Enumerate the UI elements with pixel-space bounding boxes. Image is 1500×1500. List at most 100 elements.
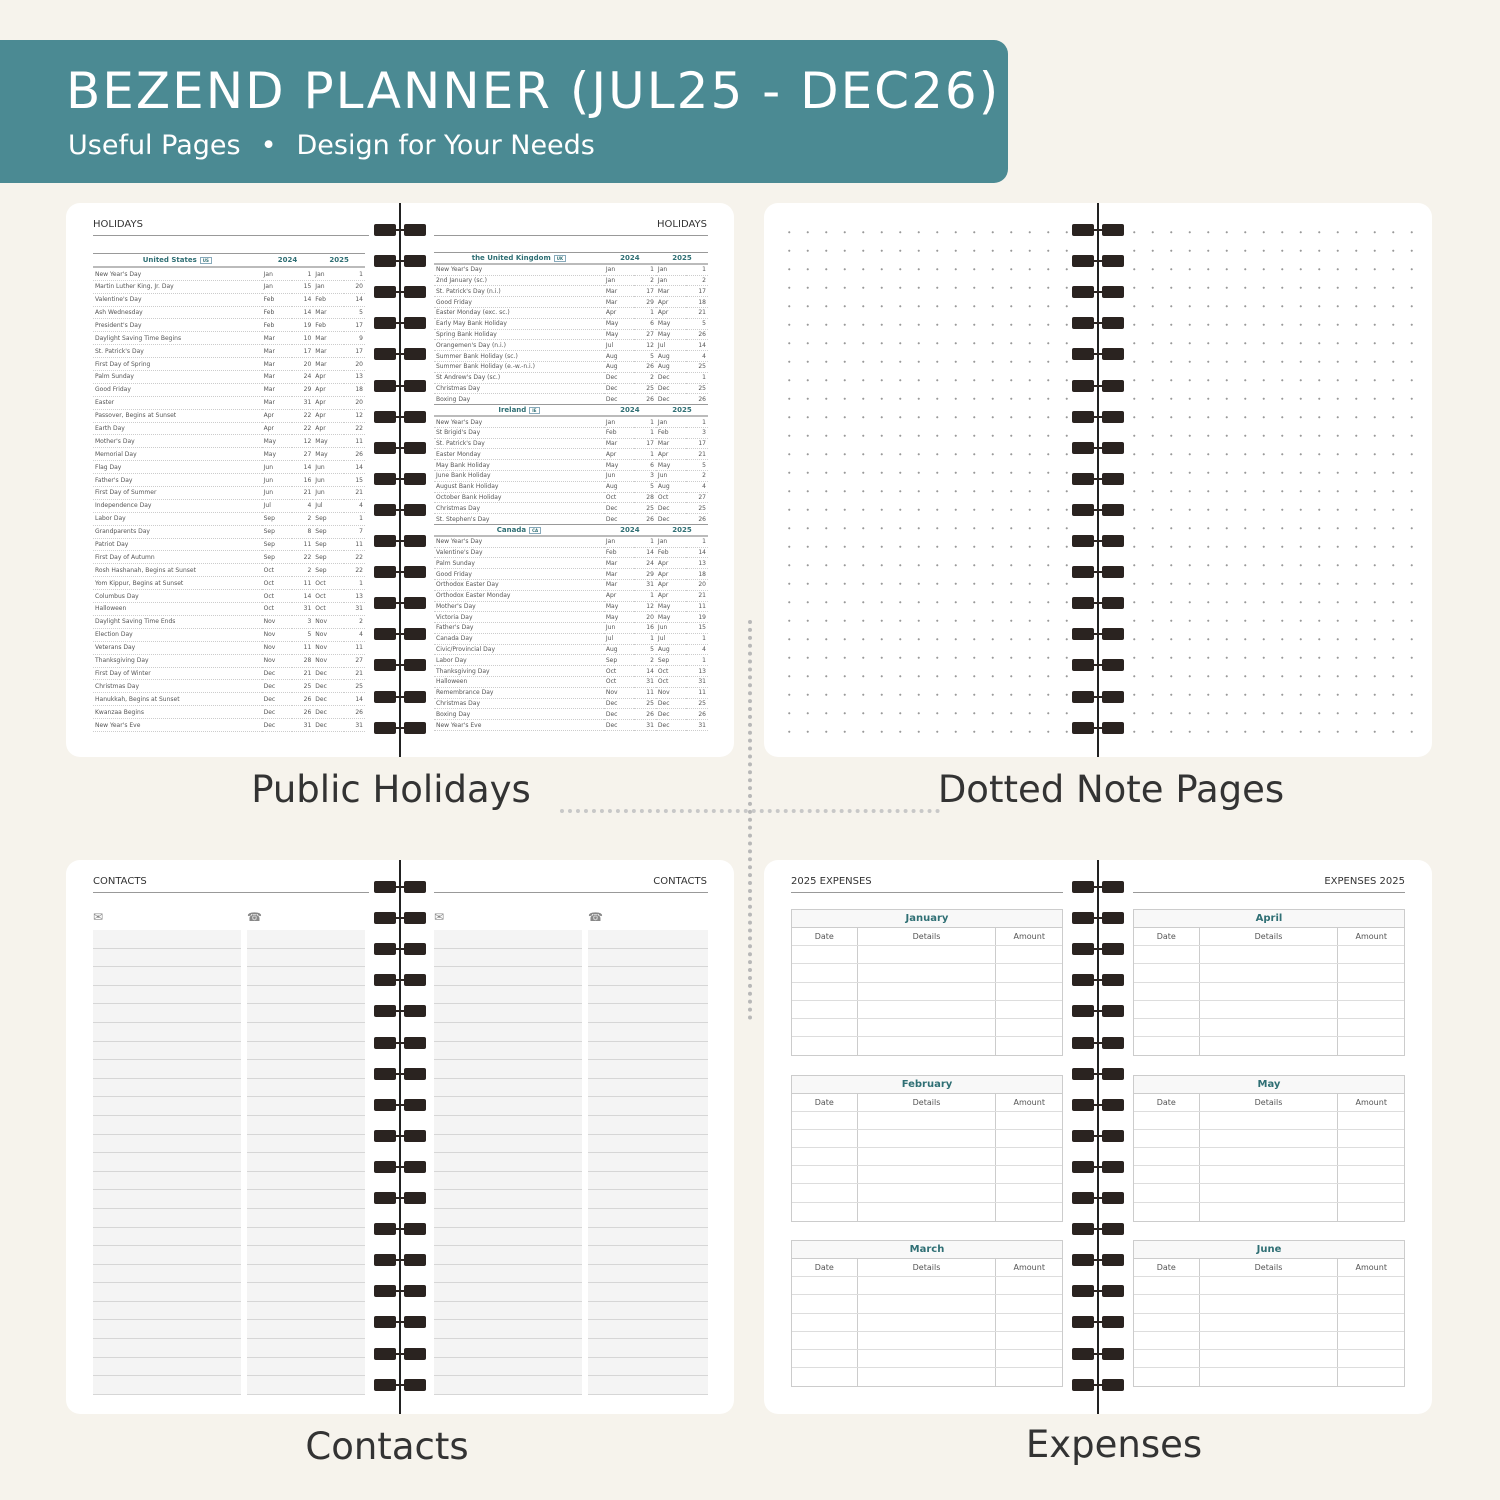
table-row: Flag Day Jun 14 Jun 14 <box>93 460 365 475</box>
spiral-ring <box>1072 224 1124 236</box>
expense-cell <box>1134 982 1200 1000</box>
ring-wire <box>1072 571 1124 574</box>
holiday-name: Palm Sunday <box>93 370 262 384</box>
ring-wire <box>1072 886 1124 888</box>
month-2025: Jun <box>655 622 687 634</box>
contact-line <box>93 1041 241 1061</box>
day-2024: 24 <box>291 370 314 384</box>
day-2025: 21 <box>343 667 365 681</box>
contact-line <box>588 1153 708 1172</box>
expense-cell <box>1338 1112 1404 1129</box>
contact-line <box>434 1153 582 1172</box>
label-dotted-notes: Dotted Note Pages <box>937 768 1285 811</box>
expense-row <box>792 964 1062 983</box>
envelope-icon: ✉ <box>93 910 104 924</box>
holiday-name: Good Friday <box>434 296 604 308</box>
holiday-name: Summer Bank Holiday (sc.) <box>434 350 604 362</box>
ring-wire <box>374 1041 426 1044</box>
month-2024: Nov <box>261 641 292 655</box>
day-2024: 17 <box>634 438 656 450</box>
contact-line <box>434 1134 582 1154</box>
spiral-ring <box>1072 1347 1124 1360</box>
expense-cell <box>996 1112 1062 1129</box>
day-2025: 5 <box>343 306 365 320</box>
contact-line <box>247 1115 365 1135</box>
month-2024: Mar <box>603 579 635 591</box>
banner-subtitle-right: Design for Your Needs <box>296 130 595 161</box>
holiday-name: Labor Day <box>93 512 262 526</box>
contact-line <box>434 1022 582 1042</box>
column-details: Details <box>858 1093 997 1111</box>
expense-cell <box>858 1277 997 1295</box>
day-2024: 16 <box>291 473 314 488</box>
day-2025: 4 <box>343 499 365 513</box>
day-2025: 25 <box>686 502 708 515</box>
country-header: the United Kingdom UK <box>434 252 604 266</box>
day-2024: 27 <box>634 329 656 341</box>
ring-wire <box>374 477 426 480</box>
holiday-name: Summer Bank Holiday (e.-w.-n.i.) <box>434 361 604 373</box>
column-header-row: Date Details Amount <box>792 928 1062 947</box>
day-2024: 27 <box>291 447 314 462</box>
month-title: May <box>1134 1075 1404 1094</box>
holiday-name: Good Friday <box>93 383 262 397</box>
year-header: 2024 <box>603 404 656 418</box>
spiral-ring <box>374 286 426 299</box>
ring-wire <box>374 726 426 729</box>
day-2024: 5 <box>634 350 656 362</box>
contact-line <box>434 1264 582 1284</box>
month-2024: Sep <box>261 525 292 539</box>
spiral-ring <box>374 1192 426 1204</box>
holiday-name: New Year's Eve <box>93 718 262 732</box>
expense-cell <box>1134 1295 1200 1313</box>
month-2025: Feb <box>313 318 344 333</box>
ring-wire <box>1072 260 1124 263</box>
month-title: February <box>792 1075 1062 1094</box>
month-2025: Aug <box>655 481 687 493</box>
month-2025: Aug <box>655 350 687 362</box>
day-2025: 4 <box>686 481 708 493</box>
day-2024: 8 <box>291 525 314 539</box>
table-row: Daylight Saving Time Begins Mar 10 Mar 9 <box>93 331 365 346</box>
ring-wire <box>374 1290 426 1293</box>
holiday-name: Orangemen's Day (n.i.) <box>434 339 604 352</box>
day-2025: 5 <box>686 459 708 471</box>
contact-line <box>588 1283 708 1302</box>
month-2024: Mar <box>261 357 292 372</box>
expense-cell <box>1134 1368 1200 1387</box>
ring-wire <box>374 1072 426 1075</box>
holiday-name: First Day of Winter <box>93 667 262 681</box>
month-2025: Mar <box>313 357 344 372</box>
holiday-name: First Day of Spring <box>93 357 262 372</box>
contact-line <box>588 1041 708 1061</box>
expense-cell <box>1338 1001 1404 1018</box>
expense-cell <box>996 1314 1062 1331</box>
month-2025: Feb <box>313 293 344 307</box>
holiday-name: Election Day <box>93 628 262 642</box>
table-row: Mother's Day May 12 May 11 <box>93 434 365 449</box>
day-2024: 22 <box>291 422 314 436</box>
spiral-ring <box>374 379 426 392</box>
table-row: Summer Bank Holiday (sc.) Aug 5 Aug 4 <box>434 350 708 362</box>
ring-wire <box>374 1321 426 1324</box>
spiral-ring <box>1072 597 1124 610</box>
table-row: Good Friday Mar 29 Apr 18 <box>93 383 365 397</box>
contact-line <box>247 1339 365 1358</box>
month-2024: Mar <box>261 396 292 410</box>
day-2025: 11 <box>343 641 365 655</box>
expense-cell <box>792 1111 858 1129</box>
holiday-name: Father's Day <box>434 622 604 634</box>
day-2024: 15 <box>291 280 314 294</box>
contact-line <box>588 1171 708 1191</box>
country-header: Ireland IE <box>434 404 604 418</box>
expense-row <box>1134 1295 1404 1314</box>
day-2025: 7 <box>343 525 365 539</box>
day-2025: 1 <box>343 512 365 526</box>
month-2025: Sep <box>313 563 344 578</box>
contact-line <box>434 1171 582 1191</box>
day-2025: 3 <box>686 427 708 439</box>
day-2025: 22 <box>343 422 365 436</box>
spiral-ring <box>1072 286 1124 299</box>
table-row: October Bank Holiday Oct 28 Oct 27 <box>434 492 708 504</box>
table-row: First Day of Winter Dec 21 Dec 21 <box>93 667 365 681</box>
